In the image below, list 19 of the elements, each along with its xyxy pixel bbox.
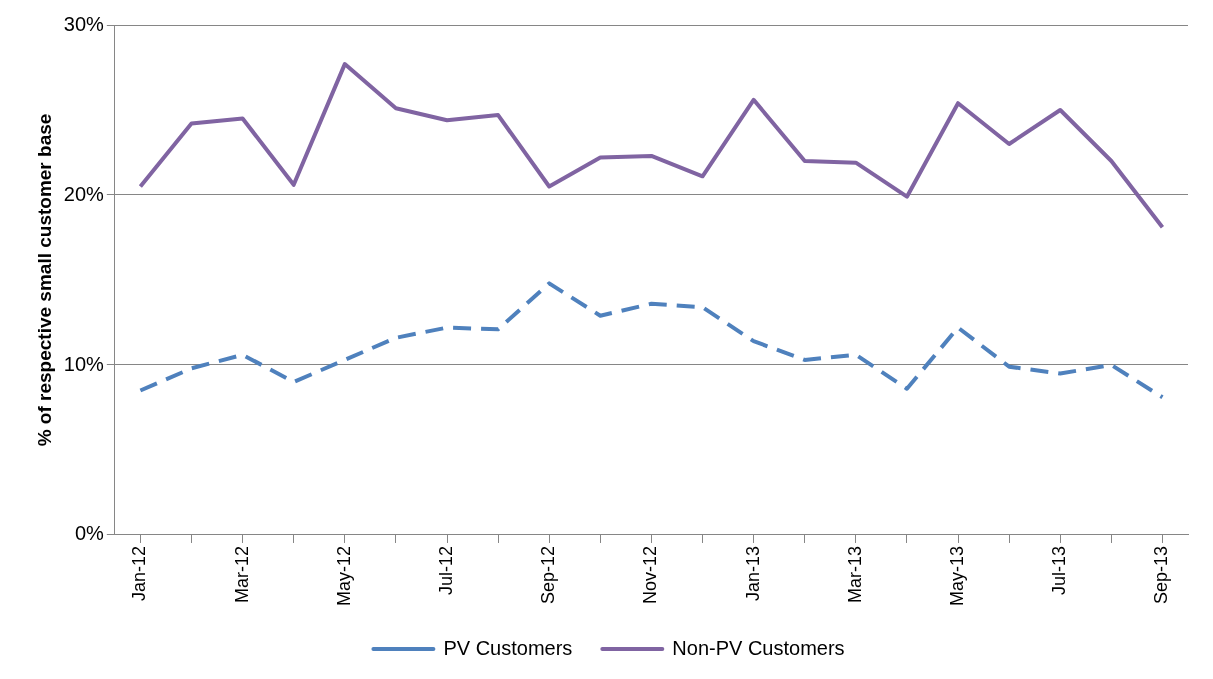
- line-series: [138, 281, 1165, 400]
- y-tick-label: 10%: [63, 352, 105, 375]
- x-tick-label: Sep-12: [538, 545, 559, 605]
- y-tick-label: 30%: [63, 12, 105, 35]
- x-tick-label: Mar-12: [231, 545, 252, 603]
- x-tick-label: Jan-13: [742, 545, 763, 602]
- x-tick-label: Jan-12: [129, 545, 150, 602]
- x-tick-label: Jul-12: [435, 545, 456, 596]
- x-tick-label: May-12: [333, 545, 354, 607]
- x-tick-label: Nov-12: [640, 545, 661, 605]
- x-tick-label: Sep-13: [1151, 545, 1172, 605]
- x-tick-label: Jul-13: [1049, 545, 1070, 596]
- y-tick-label: 0%: [74, 522, 105, 545]
- y-axis-title: % of respective small customer base: [33, 113, 55, 447]
- legend-label: Non-PV Customers: [672, 636, 845, 659]
- y-tick-label: 20%: [63, 182, 105, 205]
- x-tick-label: Mar-13: [844, 545, 865, 603]
- x-tick-label: May-13: [947, 545, 967, 607]
- legend-label: PV Customers: [443, 636, 573, 659]
